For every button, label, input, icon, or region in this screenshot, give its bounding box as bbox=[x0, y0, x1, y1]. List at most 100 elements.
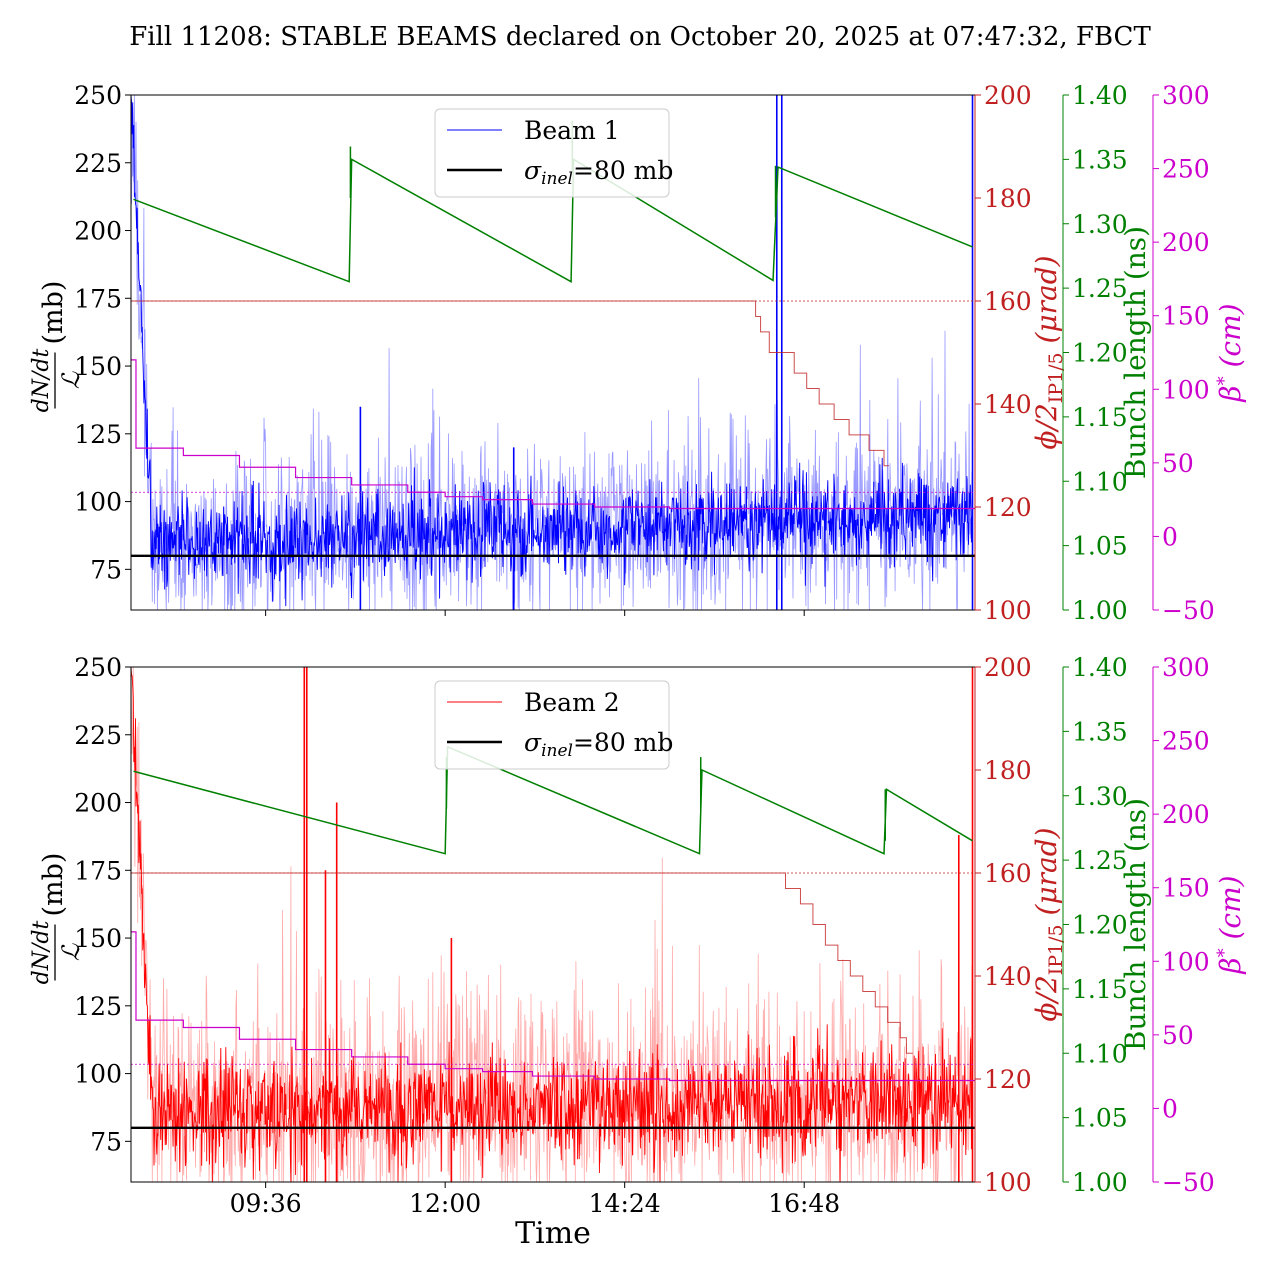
crossing-tick-label: 160 bbox=[984, 287, 1032, 316]
crossing-axis-label: ϕ/2IP1/5 (μrad) bbox=[1030, 255, 1067, 449]
beta-star-line bbox=[131, 931, 975, 1082]
beta-tick-label: 150 bbox=[1162, 302, 1210, 331]
beta-tick-label: 0 bbox=[1162, 1094, 1178, 1123]
y-tick-label: 250 bbox=[74, 81, 122, 110]
y-tick-label: 75 bbox=[90, 555, 122, 584]
y-tick-label: 225 bbox=[74, 721, 122, 750]
crossing-tick-label: 120 bbox=[984, 493, 1032, 522]
y-label-denominator: ℒ bbox=[57, 943, 85, 961]
crossing-angle-line bbox=[131, 300, 889, 467]
beta-axis-label: β* (cm) bbox=[1214, 303, 1247, 402]
beta-tick-label: 50 bbox=[1162, 1021, 1194, 1050]
y-label-numerator: dN/dt bbox=[29, 349, 54, 413]
legend-box bbox=[434, 108, 670, 198]
crossing-axis-label: ϕ/2IP1/5 (μrad) bbox=[1030, 827, 1067, 1021]
y-label-numerator: dN/dt bbox=[29, 921, 54, 985]
bunch-tick-label: 1.10 bbox=[1072, 1039, 1128, 1068]
crossing-tick-label: 140 bbox=[984, 390, 1032, 419]
bunch-tick-label: 1.10 bbox=[1072, 467, 1128, 496]
beta-tick-label: 200 bbox=[1162, 800, 1210, 829]
beta-tick-label: 200 bbox=[1162, 228, 1210, 257]
crossing-tick-label: 120 bbox=[984, 1065, 1032, 1094]
y-tick-label: 175 bbox=[74, 284, 122, 313]
legend: Beam 2 σinel=80 mb bbox=[434, 680, 673, 770]
bunch-tick-label: 1.20 bbox=[1072, 911, 1128, 940]
y-axis-label: dN/dt ℒ (mb) bbox=[29, 281, 85, 413]
y-label-unit: (mb) bbox=[38, 281, 69, 345]
x-tick-label: 16:48 bbox=[768, 1189, 840, 1218]
legend-sigma-label: σinel=80 mb bbox=[524, 156, 673, 189]
y-tick-label: 200 bbox=[74, 789, 122, 818]
crossing-tick-label: 180 bbox=[984, 184, 1032, 213]
beta-tick-label: −50 bbox=[1162, 1168, 1215, 1197]
beta-tick-label: 100 bbox=[1162, 947, 1210, 976]
legend-beam-label: Beam 2 bbox=[524, 688, 620, 717]
bunch-tick-label: 1.15 bbox=[1072, 975, 1128, 1004]
bunch-length-line bbox=[133, 745, 973, 855]
y-tick-label: 200 bbox=[74, 217, 122, 246]
bunch-tick-label: 1.20 bbox=[1072, 339, 1128, 368]
x-tick-label: 12:00 bbox=[409, 1189, 481, 1218]
legend-box bbox=[434, 680, 670, 770]
bunch-tick-label: 1.35 bbox=[1072, 145, 1128, 174]
y-tick-label: 100 bbox=[74, 1060, 122, 1089]
bunch-tick-label: 1.00 bbox=[1072, 596, 1128, 625]
beta-tick-label: 250 bbox=[1162, 727, 1210, 756]
beta-axis-label: β* (cm) bbox=[1214, 875, 1247, 974]
crossing-tick-label: 140 bbox=[984, 962, 1032, 991]
beta-tick-label: 300 bbox=[1162, 81, 1210, 110]
figure-title: Fill 11208: STABLE BEAMS declared on Oct… bbox=[129, 22, 1151, 52]
bunch-tick-label: 1.25 bbox=[1072, 846, 1128, 875]
crossing-tick-label: 180 bbox=[984, 756, 1032, 785]
y-tick-label: 75 bbox=[90, 1127, 122, 1156]
beta-tick-label: 50 bbox=[1162, 449, 1194, 478]
bunch-tick-label: 1.40 bbox=[1072, 81, 1128, 110]
beta-tick-label: 150 bbox=[1162, 874, 1210, 903]
y-tick-label: 175 bbox=[74, 856, 122, 885]
legend-sigma-label: σinel=80 mb bbox=[524, 728, 673, 761]
bunch-tick-label: 1.30 bbox=[1072, 210, 1128, 239]
y-tick-label: 125 bbox=[74, 420, 122, 449]
beam-line bbox=[131, 667, 973, 1182]
panel-beam2: 75 100 125 150 175 200 225 250 dN/dt ℒ (mb) 100 120 1… bbox=[29, 653, 1247, 1218]
crossing-tick-label: 200 bbox=[984, 653, 1032, 682]
bunch-tick-label: 1.05 bbox=[1072, 1104, 1128, 1133]
bunch-tick-label: 1.05 bbox=[1072, 532, 1128, 561]
y-tick-label: 150 bbox=[74, 924, 122, 953]
beta-star-line bbox=[131, 359, 975, 510]
bunch-tick-label: 1.00 bbox=[1072, 1168, 1128, 1197]
bunch-tick-label: 1.15 bbox=[1072, 403, 1128, 432]
x-axis-label: Time bbox=[515, 1216, 591, 1251]
y-tick-label: 250 bbox=[74, 653, 122, 682]
x-tick-label: 09:36 bbox=[230, 1189, 302, 1218]
bunch-axis-label: Bunch length (ns) bbox=[1119, 798, 1152, 1051]
beta-tick-label: 300 bbox=[1162, 653, 1210, 682]
crossing-tick-label: 160 bbox=[984, 859, 1032, 888]
y-tick-label: 150 bbox=[74, 352, 122, 381]
beam-raw-line bbox=[131, 667, 973, 1182]
legend: Beam 1 σinel=80 mb bbox=[434, 108, 673, 198]
y-tick-label: 100 bbox=[74, 488, 122, 517]
bunch-tick-label: 1.25 bbox=[1072, 274, 1128, 303]
y-label-denominator: ℒ bbox=[57, 371, 85, 389]
bunch-length-line bbox=[133, 158, 973, 283]
crossing-tick-label: 100 bbox=[984, 596, 1032, 625]
bunch-tick-label: 1.40 bbox=[1072, 653, 1128, 682]
y-tick-label: 225 bbox=[74, 149, 122, 178]
legend-beam-label: Beam 1 bbox=[524, 116, 620, 145]
bunch-tick-label: 1.35 bbox=[1072, 717, 1128, 746]
plot-area bbox=[131, 667, 975, 1182]
panel-beam1: 75 100 125 150 175 200 225 250 dN/dt ℒ (mb) 100 120 1… bbox=[29, 81, 1247, 625]
beta-tick-label: 0 bbox=[1162, 522, 1178, 551]
bunch-tick-label: 1.30 bbox=[1072, 782, 1128, 811]
y-tick-label: 125 bbox=[74, 992, 122, 1021]
crossing-angle-line bbox=[131, 872, 913, 1054]
x-tick-label: 14:24 bbox=[589, 1189, 661, 1218]
bunch-axis-label: Bunch length (ns) bbox=[1119, 226, 1152, 479]
crossing-tick-label: 100 bbox=[984, 1168, 1032, 1197]
beta-tick-label: 100 bbox=[1162, 375, 1210, 404]
crossing-tick-label: 200 bbox=[984, 81, 1032, 110]
y-axis-label: dN/dt ℒ (mb) bbox=[29, 853, 85, 985]
